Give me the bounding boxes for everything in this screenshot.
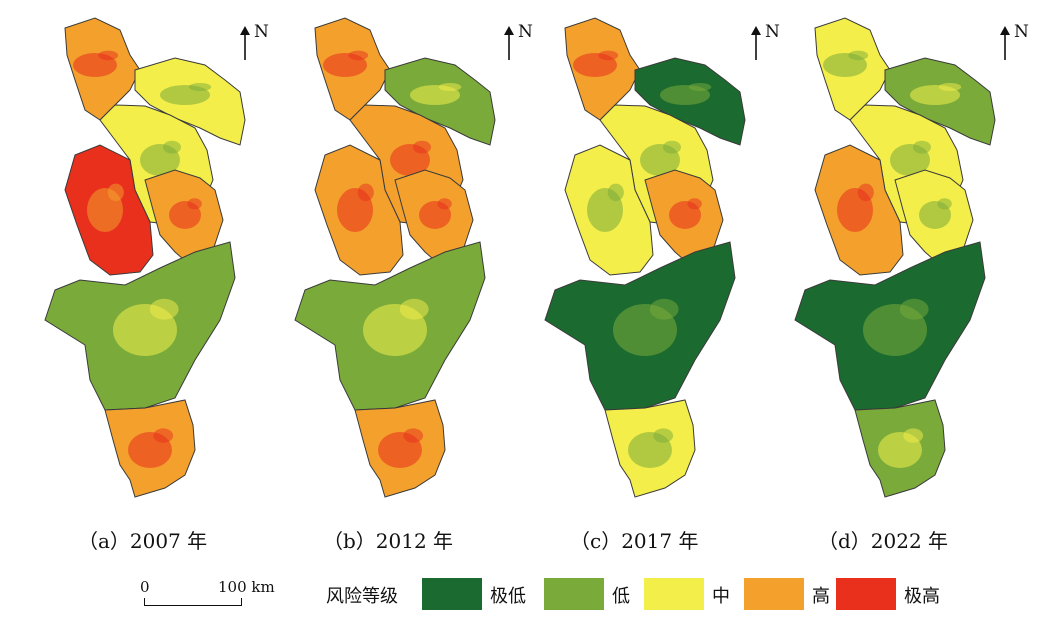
map-panel-2012 [285, 10, 535, 510]
risk-patch-south [653, 428, 674, 443]
caption-2017: （c）2017 年 [570, 529, 699, 553]
risk-map-2007 [44, 17, 246, 498]
north-arrow-icon [751, 26, 761, 60]
north-label: N [518, 22, 533, 42]
risk-patch-south [403, 428, 424, 443]
risk-patch-central-east [187, 198, 202, 210]
north-arrow-icon [240, 26, 250, 60]
risk-map-2022 [794, 17, 996, 498]
risk-patch-south [903, 428, 924, 443]
north-arrow-icon [1000, 26, 1010, 60]
north-label: N [254, 22, 269, 42]
risk-map-2017 [544, 17, 746, 498]
caption-2012: （b）2012 年 [323, 529, 454, 553]
risk-patch-south [153, 428, 174, 443]
map-panel-2007 [35, 10, 285, 510]
risk-patch-west-central [857, 183, 874, 202]
risk-patch-northwest [98, 50, 119, 61]
scale-zero-label: 0 [140, 578, 150, 596]
north-arrow-icon [504, 26, 514, 60]
risk-patch-northeast [438, 83, 462, 91]
risk-patch-south-central [149, 298, 179, 320]
legend-swatch-very-high [836, 578, 896, 610]
legend-swatch-medium [644, 578, 704, 610]
scale-line [144, 598, 242, 606]
risk-patch-northeast [688, 83, 712, 91]
caption-2022: （d）2022 年 [818, 529, 949, 553]
risk-patch-south-central [899, 298, 929, 320]
legend-swatch-high [744, 578, 804, 610]
legend-label-medium: 中 [712, 586, 730, 607]
map-panel-2017 [535, 10, 785, 510]
risk-patch-central-east [437, 198, 452, 210]
risk-patch-west-central [107, 183, 124, 202]
risk-patch-northwest [848, 50, 869, 61]
risk-patch-northeast [938, 83, 962, 91]
legend-title: 风险等级 [326, 586, 398, 607]
risk-patch-south-central [399, 298, 429, 320]
risk-patch-northwest [598, 50, 619, 61]
risk-patch-central-north [163, 140, 181, 154]
risk-patch-central-east [687, 198, 702, 210]
legend-label-very-low: 极低 [490, 586, 526, 607]
legend-label-low: 低 [612, 586, 630, 607]
caption-2007: （a）2007 年 [78, 529, 208, 553]
north-arrow-2022: N [998, 22, 1038, 62]
north-arrow-2012: N [502, 22, 542, 62]
north-label: N [765, 22, 780, 42]
risk-patch-central-north [663, 140, 681, 154]
risk-patch-west-central [607, 183, 624, 202]
scale-100km-label: 100 km [218, 578, 275, 596]
scale-bar: 0 100 km [140, 578, 290, 608]
risk-patch-northwest [348, 50, 369, 61]
risk-patch-central-north [413, 140, 431, 154]
risk-patch-northeast [188, 83, 212, 91]
risk-patch-south-central [649, 298, 679, 320]
north-label: N [1014, 22, 1029, 42]
risk-patch-west-central [357, 183, 374, 202]
legend-swatch-low [544, 578, 604, 610]
legend-label-high: 高 [812, 586, 830, 607]
legend-swatch-very-low [422, 578, 482, 610]
risk-patch-central-north [913, 140, 931, 154]
legend-label-very-high: 极高 [904, 586, 940, 607]
risk-map-2012 [294, 17, 496, 498]
risk-patch-central-east [937, 198, 952, 210]
map-panel-2022 [785, 10, 1035, 510]
north-arrow-2017: N [749, 22, 789, 62]
north-arrow-2007: N [238, 22, 278, 62]
